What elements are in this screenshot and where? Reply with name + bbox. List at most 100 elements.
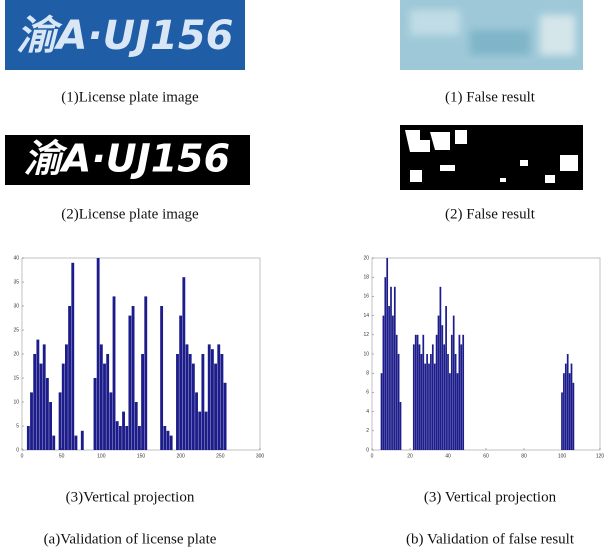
bar <box>201 354 205 450</box>
bar <box>131 306 135 450</box>
binary-plate-text: 渝A·UJ156 <box>24 137 230 181</box>
bar <box>99 344 103 450</box>
y-tick-label: 16 <box>363 294 369 300</box>
bar <box>176 354 179 450</box>
bar <box>439 286 442 450</box>
bar <box>450 334 453 450</box>
bar <box>393 286 396 450</box>
bar <box>449 373 451 450</box>
bar <box>96 258 100 450</box>
bar <box>80 430 84 450</box>
bar <box>160 306 164 450</box>
bar <box>112 296 116 450</box>
bar <box>144 296 148 450</box>
caption: (1) False result <box>445 89 536 105</box>
bar <box>64 344 68 450</box>
x-tick-label: 80 <box>521 453 527 459</box>
bar <box>210 349 214 450</box>
bar <box>570 363 573 450</box>
y-tick-label: 0 <box>366 447 369 453</box>
bar <box>422 334 425 450</box>
false-image <box>400 0 583 70</box>
y-tick-label: 0 <box>16 447 19 453</box>
bar <box>568 373 571 450</box>
bar <box>39 363 43 450</box>
caption: (a)Validation of license plate <box>44 531 217 547</box>
bar <box>128 315 132 450</box>
bar <box>566 354 569 450</box>
bar <box>188 354 192 450</box>
x-tick-label: 100 <box>558 453 567 459</box>
bar <box>386 258 389 450</box>
bar <box>572 382 575 450</box>
bar <box>384 277 387 450</box>
bar <box>447 354 449 450</box>
bar <box>418 344 421 450</box>
bar <box>125 426 129 450</box>
y-tick-label: 12 <box>363 332 369 338</box>
bar <box>52 435 56 450</box>
bar <box>220 354 224 450</box>
bar <box>134 402 138 450</box>
bar <box>382 315 385 450</box>
bar <box>182 277 186 450</box>
y-tick-label: 4 <box>366 409 369 415</box>
bar <box>390 286 392 450</box>
x-tick-label: 300 <box>256 453 265 459</box>
bar <box>399 402 402 450</box>
bar <box>437 315 440 450</box>
bar <box>33 354 37 450</box>
y-tick-label: 10 <box>13 399 19 405</box>
y-tick-label: 25 <box>13 327 19 333</box>
bar <box>207 344 211 450</box>
bar <box>122 411 125 450</box>
bar <box>435 334 438 450</box>
y-tick-label: 20 <box>363 255 369 261</box>
bar <box>441 325 444 450</box>
x-tick-label: 50 <box>59 453 65 459</box>
y-tick-label: 2 <box>366 428 369 434</box>
bar <box>106 354 110 450</box>
bar <box>191 363 195 450</box>
caption: (3) Vertical projection <box>424 489 557 505</box>
bar <box>109 392 113 450</box>
x-tick-label: 100 <box>97 453 106 459</box>
bar <box>397 354 400 450</box>
bar <box>185 344 189 450</box>
bar <box>563 373 565 450</box>
y-tick-label: 40 <box>13 255 19 261</box>
x-tick-label: 120 <box>596 453 605 459</box>
y-tick-label: 20 <box>13 351 19 357</box>
bar <box>141 354 145 450</box>
bar <box>166 430 170 450</box>
bar <box>395 334 398 450</box>
caption: (1)License plate image <box>61 89 199 105</box>
bar <box>431 344 434 450</box>
bar <box>460 344 463 450</box>
bar <box>49 402 52 450</box>
bar <box>416 334 419 450</box>
bar <box>430 354 432 450</box>
bar <box>214 363 218 450</box>
bar <box>564 363 567 450</box>
plate-text: 渝A·UJ156 <box>16 13 233 59</box>
y-tick-label: 6 <box>366 390 369 396</box>
bar <box>426 354 428 450</box>
caption: (2)License plate image <box>61 206 199 222</box>
x-tick-label: 250 <box>216 453 225 459</box>
bar <box>380 373 383 450</box>
caption: (2) False result <box>445 206 536 222</box>
bar <box>36 339 40 450</box>
bar <box>74 435 78 450</box>
binary-plate <box>5 135 250 185</box>
bar <box>458 334 461 450</box>
bar <box>198 411 202 450</box>
x-tick-label: 20 <box>407 453 413 459</box>
x-tick-label: 60 <box>483 453 489 459</box>
plate-image <box>5 0 245 70</box>
bar <box>179 315 183 450</box>
y-tick-label: 35 <box>13 279 19 285</box>
x-tick-label: 0 <box>371 453 374 459</box>
caption: (b) Validation of false result <box>406 531 575 547</box>
